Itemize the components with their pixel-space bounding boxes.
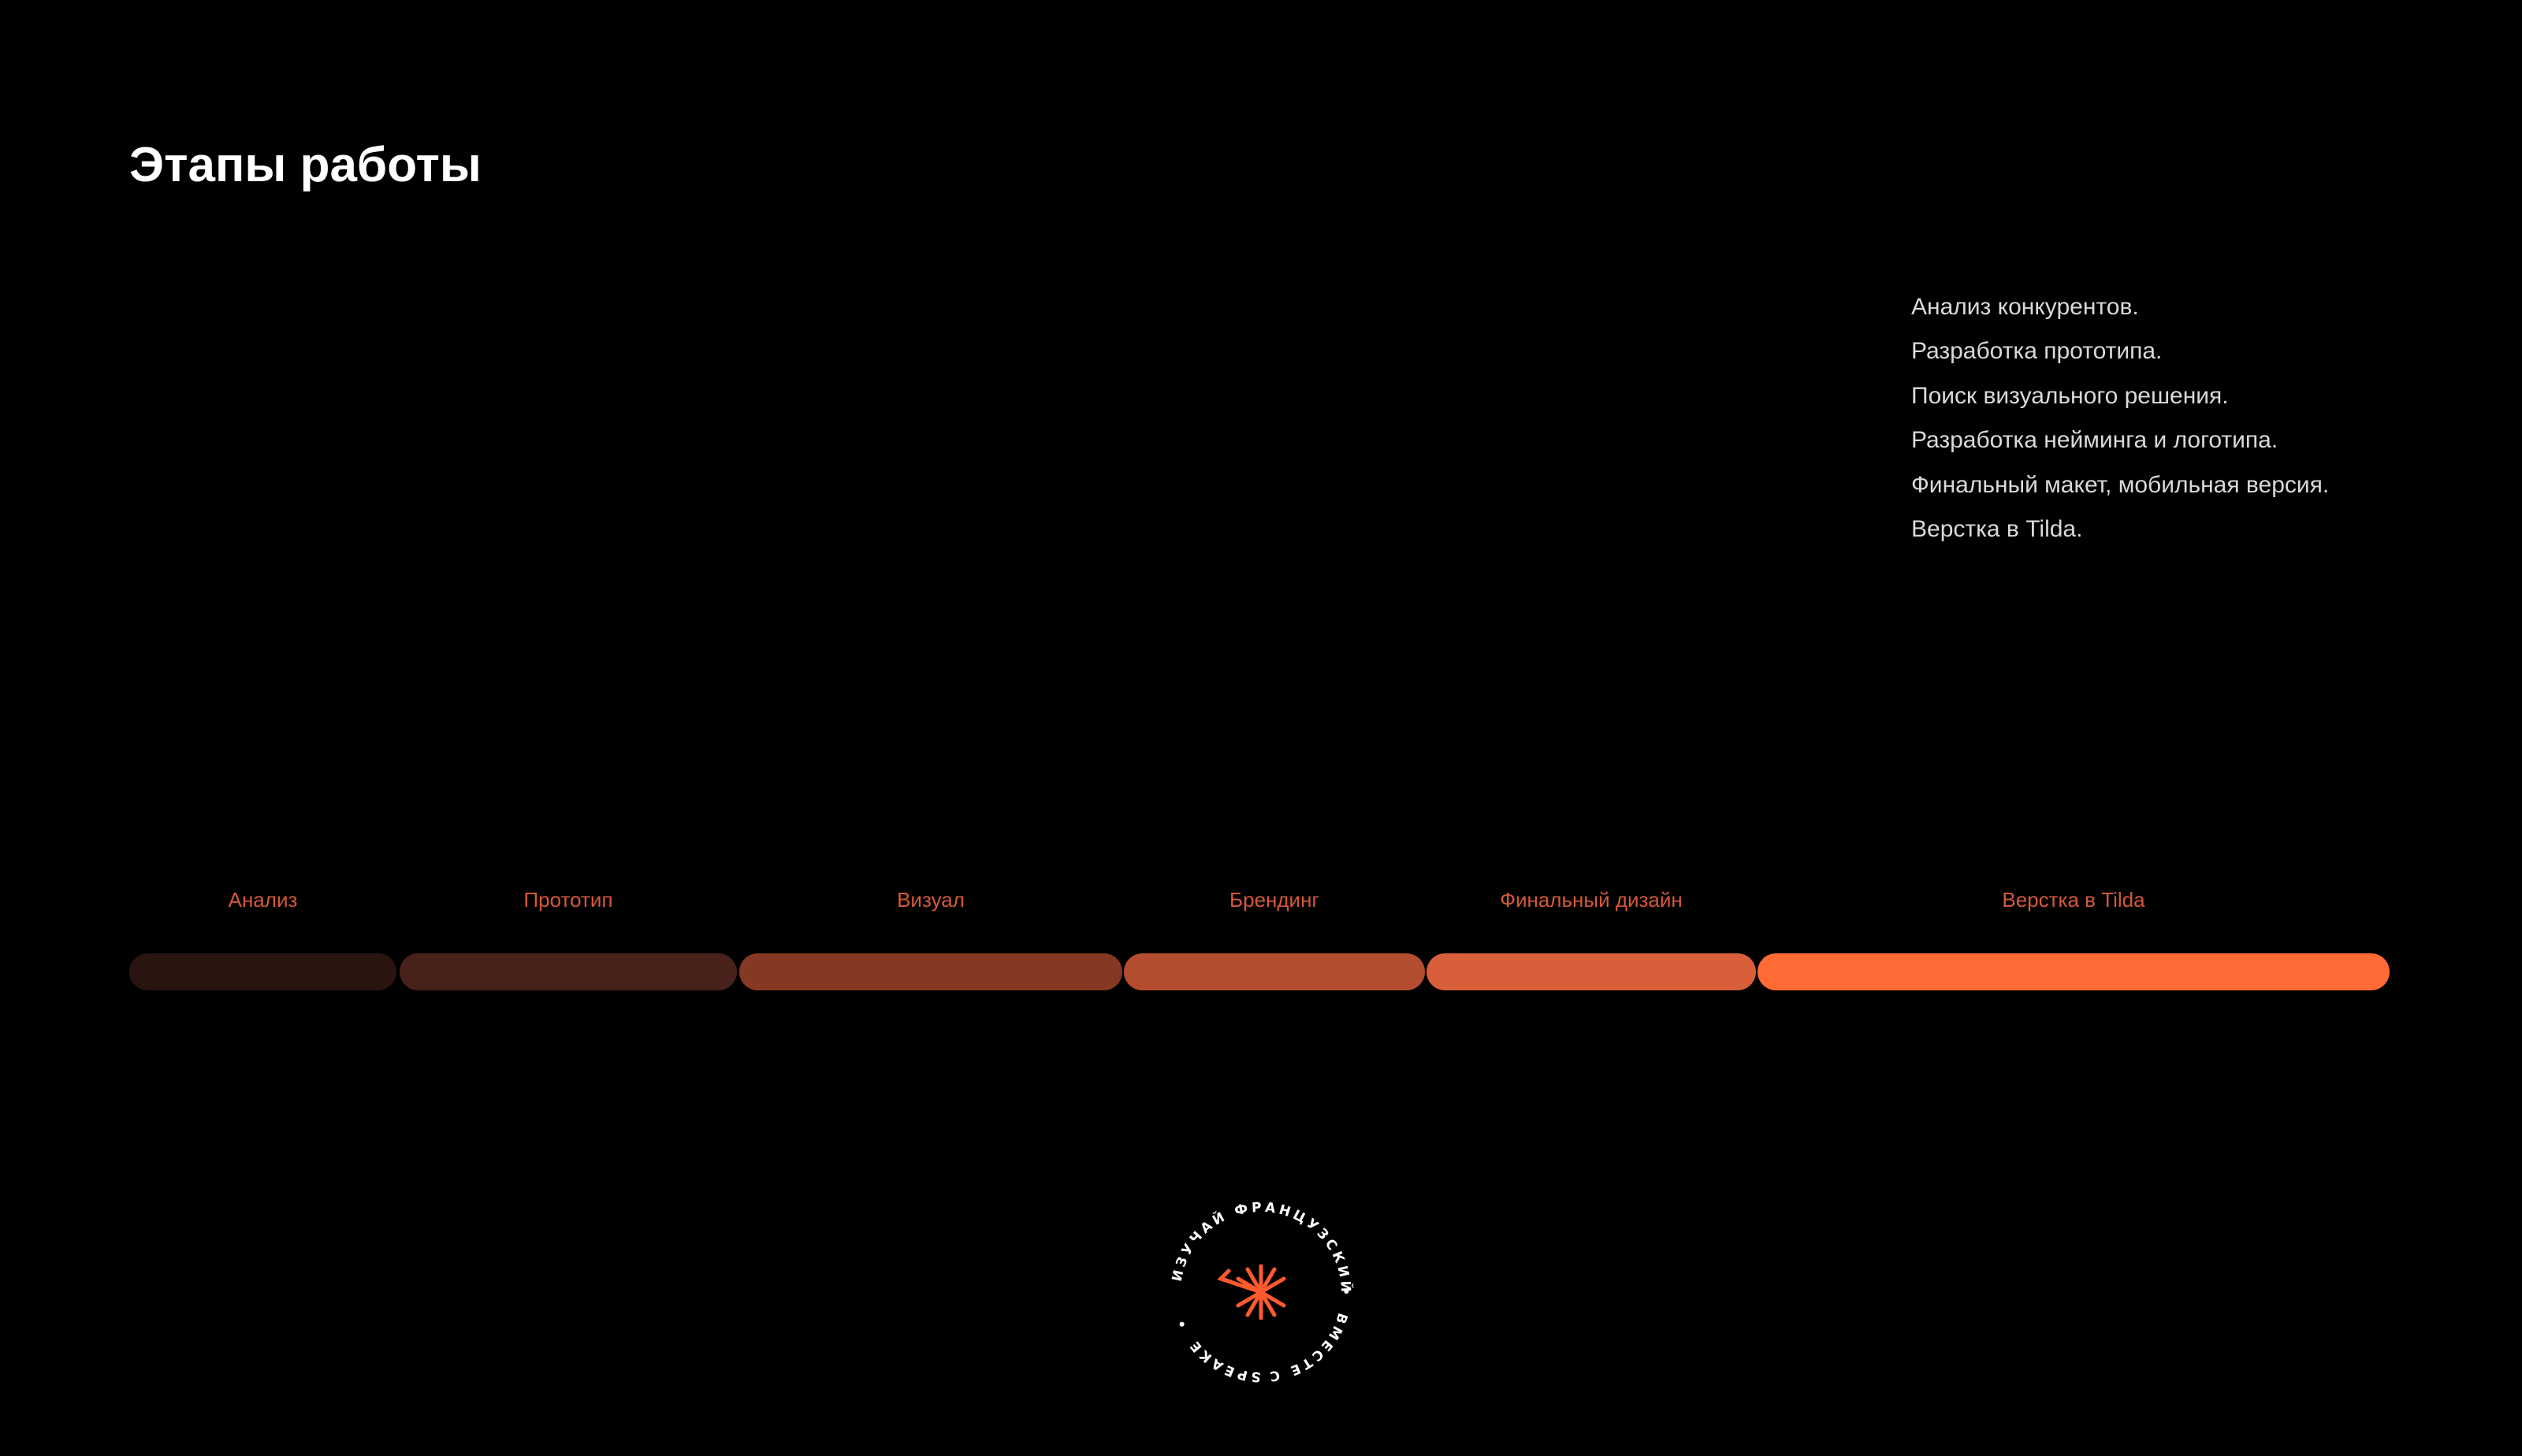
stage-bar [1124, 953, 1425, 990]
stage-tilda-layout: Верстка в Tilda [1758, 882, 2390, 993]
badge-dot: • [1337, 1287, 1353, 1299]
step-item: Анализ конкурентов. [1911, 294, 2139, 320]
stage-bar [400, 953, 737, 990]
stage-bar [129, 953, 396, 990]
stage-label: Финальный дизайн [1500, 888, 1683, 912]
badge-dot: • [1173, 1314, 1192, 1331]
asterisk-arrow-icon [1217, 1264, 1286, 1320]
stage-label: Верстка в Tilda [2002, 888, 2145, 912]
badge-ring-text: ВМЕСТЕ С [1266, 1311, 1350, 1384]
stage-analysis: Анализ [129, 882, 396, 993]
page-title: Этапы работы [129, 138, 482, 192]
step-item: Поиск визуального решения. [1911, 382, 2229, 409]
badge-ring-text: • [1173, 1314, 1192, 1331]
brand-badge-logo: ИЗУЧАЙ ФРАНЦУЗСКИЙ • ВМЕСТЕ С SPEAKE [1147, 1178, 1375, 1406]
stage-bar [1427, 953, 1756, 990]
stage-final-design: Финальный дизайн [1427, 882, 1756, 993]
badge-ring-text: • [1337, 1287, 1353, 1299]
stage-visual: Визуал [739, 882, 1122, 993]
work-steps-list: Анализ конкурентов. Разработка прототипа… [1911, 285, 2329, 552]
stage-label: Визуал [897, 888, 965, 912]
stage-label: Прототип [523, 888, 613, 912]
badge-text-bottom: SPEAKE [1185, 1335, 1261, 1384]
stage-label: Брендинг [1229, 888, 1319, 912]
stage-branding: Брендинг [1124, 882, 1425, 993]
step-item: Финальный макет, мобильная версия. [1911, 471, 2330, 498]
stage-bar [1758, 953, 2390, 990]
stage-bar [739, 953, 1122, 990]
step-item: Разработка нейминга и логотипа. [1911, 427, 2278, 454]
stages-timeline: Анализ Прототип Визуал Брендинг Финальны… [129, 882, 2390, 993]
badge-ring-text: SPEAKE [1185, 1335, 1261, 1384]
stage-label: Анализ [228, 888, 298, 912]
step-item: Разработка прототипа. [1911, 338, 2163, 365]
step-item: Верстка в Tilda. [1911, 516, 2083, 543]
badge-text-right: ВМЕСТЕ С [1266, 1311, 1350, 1384]
stage-prototype: Прототип [400, 882, 737, 993]
